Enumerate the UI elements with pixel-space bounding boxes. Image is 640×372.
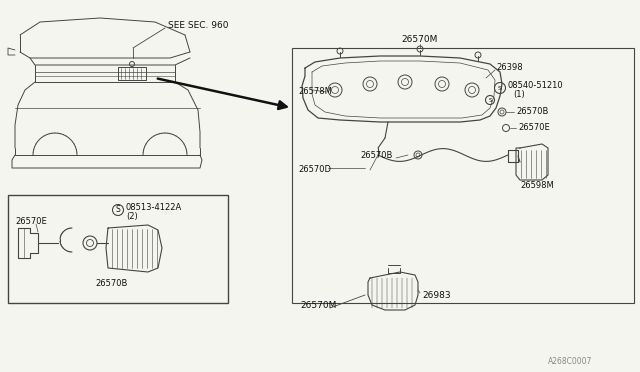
Text: 26570B: 26570B: [516, 108, 548, 116]
Text: S: S: [116, 205, 120, 215]
Bar: [292, 48, 634, 303]
Text: 26570M: 26570M: [402, 35, 438, 45]
Text: 26570B: 26570B: [360, 151, 392, 160]
Text: 26578M: 26578M: [298, 87, 332, 96]
Text: 08540-51210: 08540-51210: [508, 81, 564, 90]
Text: 26570D: 26570D: [298, 166, 331, 174]
Text: (1): (1): [513, 90, 525, 99]
Text: S: S: [498, 86, 502, 90]
Text: 26398: 26398: [496, 64, 523, 73]
Text: 26570E: 26570E: [518, 124, 550, 132]
Text: SEE SEC. 960: SEE SEC. 960: [168, 20, 228, 29]
Text: 26570E: 26570E: [15, 218, 47, 227]
Bar: [8, 195, 228, 303]
Text: 26983: 26983: [422, 291, 451, 299]
Text: (2): (2): [126, 212, 138, 221]
Text: S: S: [488, 97, 492, 103]
Bar: [118, 67, 146, 80]
Text: 26570B: 26570B: [95, 279, 127, 288]
Text: 26598M: 26598M: [520, 182, 554, 190]
Text: A268C0007: A268C0007: [548, 357, 593, 366]
Text: 26570M: 26570M: [300, 301, 337, 310]
Text: 08513-4122A: 08513-4122A: [126, 203, 182, 212]
